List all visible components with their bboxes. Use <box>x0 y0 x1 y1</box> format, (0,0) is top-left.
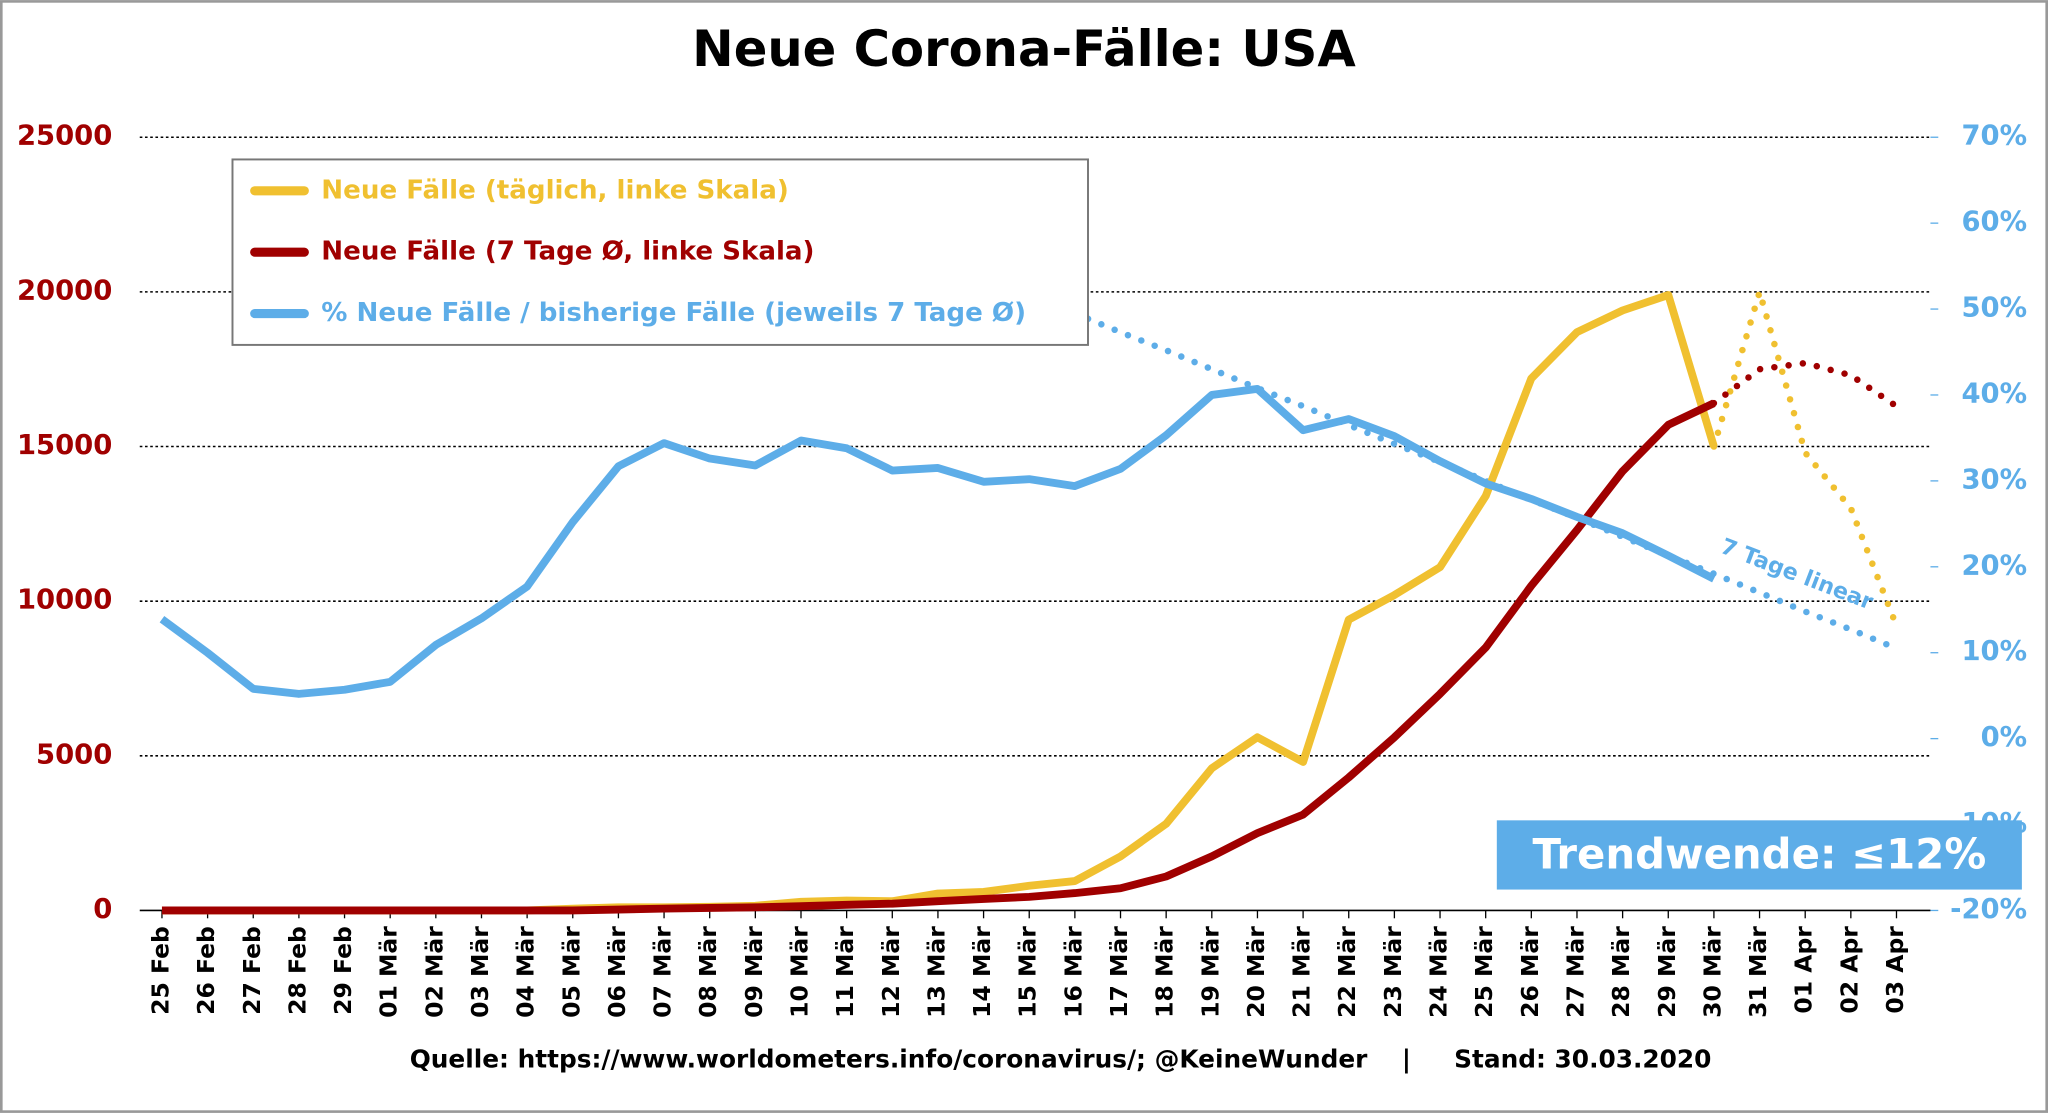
x-tick-label: 26 Feb <box>192 926 220 1015</box>
y2-tick-label: 40% <box>1961 378 2027 409</box>
x-tick-label: 29 Feb <box>329 926 357 1015</box>
x-tick-label: 20 Mär <box>1242 926 1270 1018</box>
y2-tick-label: 70% <box>1961 121 2027 152</box>
legend-label: Neue Fälle (7 Tage Ø, linke Skala) <box>321 237 814 267</box>
x-tick-label: 28 Mär <box>1607 926 1635 1018</box>
x-tick-label: 10 Mär <box>785 926 813 1018</box>
y2-tick-label: -20% <box>1950 894 2027 925</box>
x-tick-label: 12 Mär <box>877 926 905 1018</box>
y2-tick-label: 10% <box>1961 636 2027 667</box>
x-tick-label: 25 Feb <box>146 926 174 1015</box>
x-tick-label: 04 Mär <box>512 926 540 1018</box>
annotation-group: Trendwende: ≤12% <box>1496 820 2022 890</box>
x-tick-label: 23 Mär <box>1379 926 1407 1018</box>
y-tick-label: 15000 <box>17 430 112 461</box>
y2-tick-label: 20% <box>1961 550 2027 581</box>
x-tick-label: 01 Mär <box>375 926 403 1018</box>
x-tick-label: 02 Apr <box>1835 926 1863 1014</box>
x-tick-label: 17 Mär <box>1105 926 1133 1018</box>
legend-box <box>231 158 1089 346</box>
x-tick-label: 31 Mär <box>1744 926 1772 1018</box>
x-tick-label: 03 Apr <box>1881 926 1909 1014</box>
x-tick-label: 06 Mär <box>603 926 631 1018</box>
y2-tick-label: 60% <box>1961 207 2027 238</box>
x-tick-label: 07 Mär <box>649 926 677 1018</box>
y-tick-label: 0 <box>93 894 112 925</box>
y2-tick-label: 0% <box>1981 722 2028 753</box>
x-tick-label: 28 Feb <box>283 926 311 1015</box>
series-line <box>159 385 1716 698</box>
footer: Quelle: https://www.worldometers.info/co… <box>410 1045 1712 1074</box>
legend-label: % Neue Fälle / bisherige Fälle (jeweils … <box>321 298 1026 328</box>
x-tick-label: 02 Mär <box>420 926 448 1018</box>
x-tick-label: 19 Mär <box>1196 926 1224 1018</box>
x-tick-label: 27 Mär <box>1561 926 1589 1018</box>
x-tick-label: 25 Mär <box>1470 926 1498 1018</box>
x-tick-label: 29 Mär <box>1653 926 1681 1018</box>
x-tick-label: 09 Mär <box>740 926 768 1018</box>
x-tick-label: 30 Mär <box>1698 926 1726 1018</box>
chart-title: Neue Corona-Fälle: USA <box>692 20 1356 78</box>
x-tick-label: 15 Mär <box>1014 926 1042 1018</box>
x-tick-label: 01 Apr <box>1790 926 1818 1014</box>
x-tick-label: 08 Mär <box>694 926 722 1018</box>
annotation: Trendwende: ≤12% <box>1532 829 1986 878</box>
y-tick-label: 25000 <box>17 121 112 152</box>
annotation-box <box>1496 820 2022 890</box>
x-tick-label: 18 Mär <box>1151 926 1179 1018</box>
y2-tick-label: 30% <box>1961 464 2027 495</box>
series-line <box>161 399 1716 915</box>
y-tick-label: 10000 <box>17 585 112 616</box>
x-tick-label: 24 Mär <box>1425 926 1453 1018</box>
grid: 0500010000150002000025000-20%-10%0%10%20… <box>17 121 2027 1018</box>
x-tick-label: 22 Mär <box>1333 926 1361 1018</box>
legend-label: Neue Fälle (täglich, linke Skala) <box>321 175 789 205</box>
projection-line <box>1710 280 1900 630</box>
x-tick-label: 13 Mär <box>922 926 950 1018</box>
y2-tick-label: 50% <box>1961 293 2027 324</box>
x-tick-label: 03 Mär <box>466 926 494 1018</box>
x-tick-label: 26 Mär <box>1516 926 1544 1018</box>
y-tick-label: 20000 <box>17 275 112 306</box>
x-tick-label: 21 Mär <box>1288 926 1316 1018</box>
legend: Neue Fälle (täglich, linke Skala) Neue Fä… <box>231 158 1089 346</box>
projection-line <box>1710 359 1900 410</box>
x-tick-label: 16 Mär <box>1059 926 1087 1018</box>
x-tick-label: 14 Mär <box>968 926 996 1018</box>
x-tick-label: 05 Mär <box>557 926 585 1018</box>
x-tick-label: 11 Mär <box>831 926 859 1018</box>
plot: 7 Tage linear <box>159 280 1900 915</box>
y-tick-label: 5000 <box>36 739 112 770</box>
x-tick-label: 27 Feb <box>238 926 266 1015</box>
